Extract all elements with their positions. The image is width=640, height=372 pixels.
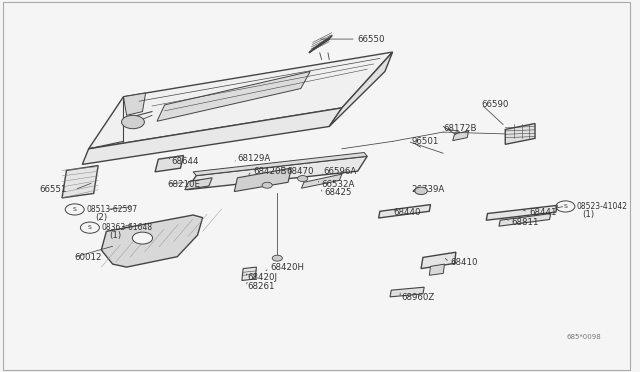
Circle shape <box>132 232 152 244</box>
Polygon shape <box>242 267 257 280</box>
Text: S: S <box>563 204 567 209</box>
Text: S: S <box>88 225 92 230</box>
Text: 68172B: 68172B <box>444 124 477 133</box>
Text: 08363-61648: 08363-61648 <box>101 223 152 232</box>
Text: 68210E: 68210E <box>168 180 201 189</box>
Polygon shape <box>187 156 367 190</box>
Polygon shape <box>193 153 367 176</box>
Polygon shape <box>89 52 392 149</box>
Polygon shape <box>390 287 424 297</box>
Polygon shape <box>62 166 98 198</box>
Polygon shape <box>301 174 342 188</box>
Text: 66532A: 66532A <box>322 180 355 189</box>
Text: 96501: 96501 <box>412 137 439 146</box>
Text: 26739A: 26739A <box>412 185 445 194</box>
Text: (1): (1) <box>582 210 595 219</box>
Text: 66551: 66551 <box>39 185 67 194</box>
Polygon shape <box>157 71 310 121</box>
Polygon shape <box>124 93 146 115</box>
Polygon shape <box>505 124 535 144</box>
Polygon shape <box>429 264 444 275</box>
Text: 68420B: 68420B <box>253 167 287 176</box>
Polygon shape <box>101 215 203 267</box>
Text: 68129A: 68129A <box>237 154 271 163</box>
Polygon shape <box>309 35 332 53</box>
Polygon shape <box>329 52 392 126</box>
Circle shape <box>122 115 145 129</box>
Text: 68420J: 68420J <box>247 273 277 282</box>
Text: 08523-41042: 08523-41042 <box>577 202 628 211</box>
Polygon shape <box>379 205 431 218</box>
Text: 68410: 68410 <box>451 258 478 267</box>
Polygon shape <box>421 252 456 269</box>
Text: 68644: 68644 <box>171 157 198 166</box>
Polygon shape <box>499 214 551 226</box>
Text: 66590: 66590 <box>481 100 509 109</box>
Circle shape <box>415 187 428 195</box>
Polygon shape <box>234 168 291 192</box>
Text: (1): (1) <box>109 231 121 240</box>
Text: 68441: 68441 <box>529 208 557 217</box>
Text: 68470: 68470 <box>287 167 314 176</box>
Polygon shape <box>83 108 342 164</box>
Text: (2): (2) <box>95 213 107 222</box>
Text: 68440: 68440 <box>394 208 421 217</box>
Text: 68420H: 68420H <box>270 263 305 272</box>
Text: 08513-62597: 08513-62597 <box>86 205 137 214</box>
Text: 68811: 68811 <box>511 218 539 227</box>
Polygon shape <box>452 131 468 141</box>
Circle shape <box>298 176 308 182</box>
Text: 685*0098: 685*0098 <box>566 334 602 340</box>
Text: 68425: 68425 <box>325 188 352 197</box>
Polygon shape <box>486 205 557 220</box>
Polygon shape <box>185 178 212 190</box>
Text: S: S <box>73 207 77 212</box>
Text: 66550: 66550 <box>358 35 385 44</box>
Text: 68261: 68261 <box>247 282 275 291</box>
Polygon shape <box>155 155 184 172</box>
Text: 60012: 60012 <box>75 253 102 262</box>
Circle shape <box>262 182 272 188</box>
Text: 66596A: 66596A <box>323 167 356 176</box>
Text: 68960Z: 68960Z <box>401 293 435 302</box>
Circle shape <box>272 255 282 261</box>
